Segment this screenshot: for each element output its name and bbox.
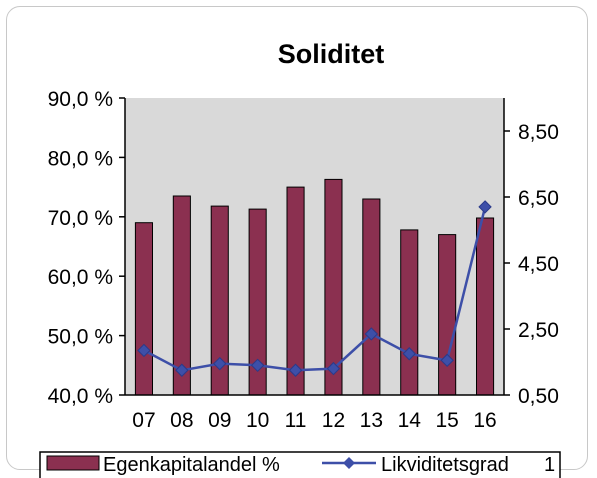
right-tick-label: 2,50 (518, 319, 559, 342)
legend-label-egenkapitalandel: Egenkapitalandel % (103, 454, 280, 476)
right-tick-label: 6,50 (518, 187, 559, 210)
legend: Egenkapitalandel % Likviditetsgrad 1 (40, 452, 560, 478)
left-tick-label: 80,0 % (48, 147, 113, 170)
left-tick-label: 70,0 % (48, 207, 113, 230)
legend-trailing-text: 1 (544, 454, 555, 476)
chart-title: Soliditet (278, 39, 385, 69)
x-tick-label: 14 (398, 409, 422, 432)
legend-bar-swatch (47, 456, 99, 470)
x-tick-label: 07 (132, 409, 155, 432)
left-tick-label: 60,0 % (48, 266, 113, 289)
left-tick-label: 90,0 % (48, 88, 113, 111)
left-tick-label: 50,0 % (48, 326, 113, 349)
right-tick-label: 0,50 (518, 385, 559, 408)
x-tick-label: 11 (285, 409, 307, 432)
bar-14 (401, 230, 418, 395)
bar-07 (135, 223, 152, 395)
bar-13 (363, 199, 380, 395)
right-tick-label: 8,50 (518, 121, 559, 144)
x-tick-label: 08 (170, 409, 193, 432)
x-tick-label: 13 (360, 409, 383, 432)
legend-label-likviditetsgrad: Likviditetsgrad (381, 454, 509, 476)
x-tick-label: 09 (208, 409, 231, 432)
x-tick-label: 16 (473, 409, 496, 432)
bar-15 (439, 235, 456, 395)
left-tick-label: 40,0 % (48, 385, 113, 408)
x-tick-label: 10 (246, 409, 269, 432)
x-tick-label: 12 (322, 409, 345, 432)
right-tick-label: 4,50 (518, 253, 559, 276)
bar-16 (477, 218, 494, 395)
x-tick-label: 15 (435, 409, 458, 432)
